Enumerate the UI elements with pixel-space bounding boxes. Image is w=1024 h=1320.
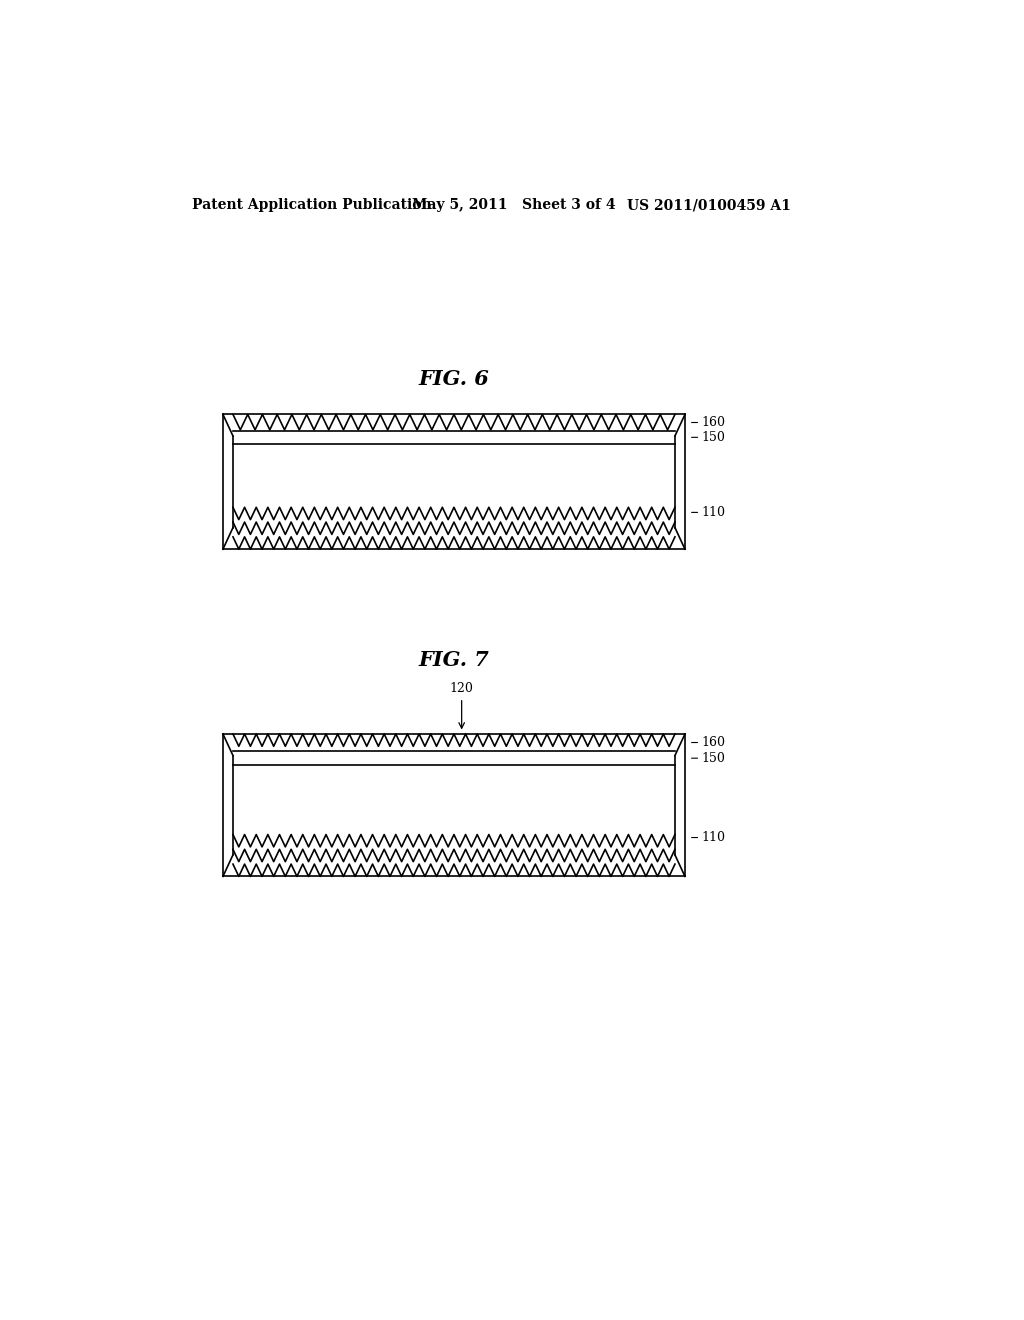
Text: FIG. 6: FIG. 6 <box>419 370 489 389</box>
Text: May 5, 2011   Sheet 3 of 4: May 5, 2011 Sheet 3 of 4 <box>412 198 615 213</box>
Text: 120: 120 <box>450 681 473 694</box>
Text: 110: 110 <box>701 832 726 843</box>
Text: US 2011/0100459 A1: US 2011/0100459 A1 <box>628 198 792 213</box>
Text: FIG. 7: FIG. 7 <box>419 651 489 671</box>
Text: 160: 160 <box>701 416 726 429</box>
Text: 160: 160 <box>701 737 726 748</box>
Text: 150: 150 <box>701 430 726 444</box>
Text: 110: 110 <box>701 506 726 519</box>
Text: 150: 150 <box>701 751 726 764</box>
Text: Patent Application Publication: Patent Application Publication <box>193 198 432 213</box>
